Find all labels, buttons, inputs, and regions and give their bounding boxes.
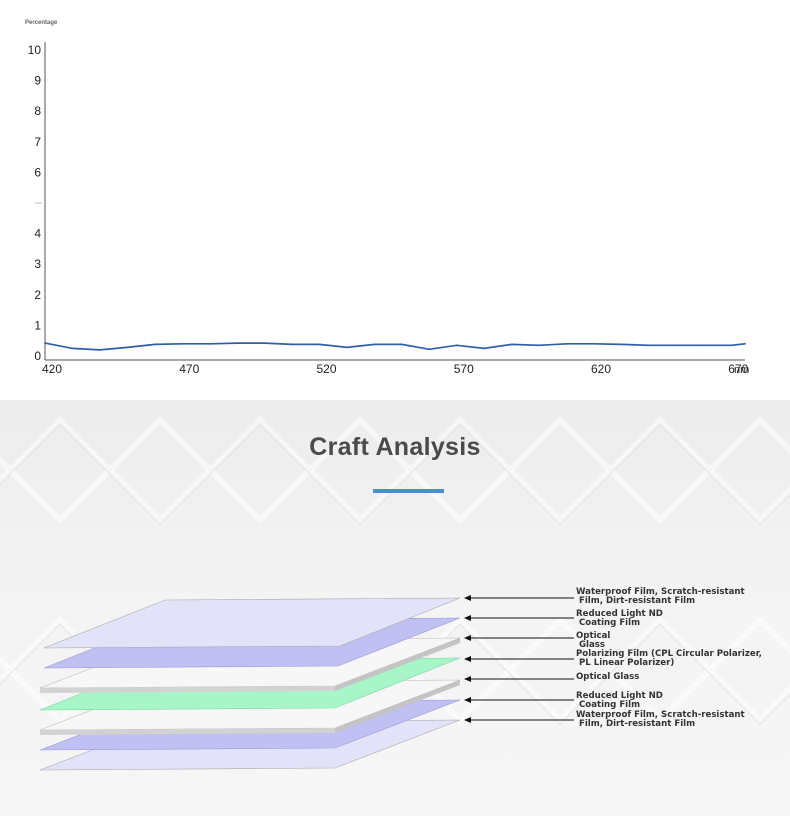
y-tick-label: 6: [34, 165, 41, 179]
series-points: [44, 342, 746, 351]
label-nd-bottom: Reduced Light ND Coating Film: [576, 691, 663, 710]
x-tick-label: 570: [454, 362, 474, 376]
data-point: [401, 343, 403, 346]
y-tick-label: 0: [34, 349, 41, 363]
data-point: [181, 342, 184, 345]
label-arrows: [464, 595, 574, 723]
y-tick-label: 3: [34, 257, 41, 271]
data-point: [428, 348, 431, 351]
data-point: [153, 343, 156, 346]
layer-top-waterproof: [43, 597, 461, 649]
data-point: [99, 349, 101, 351]
y-tick-label: 10: [28, 43, 42, 57]
data-point: [510, 343, 513, 346]
label-glass-bottom: Optical Glass: [576, 672, 640, 682]
data-point: [538, 344, 540, 347]
data-point: [263, 342, 266, 344]
label-nd-top: Reduced Light ND Coating Film: [576, 609, 663, 628]
data-point: [71, 347, 74, 350]
x-tick-label: 520: [316, 362, 336, 376]
spectrum-chart: Percentage 0 1 2 3 4 6 7 8 9 10 420 470 520 570 620 67…: [0, 0, 790, 400]
data-point: [236, 342, 239, 344]
data-point: [126, 346, 129, 349]
label-waterproof-bottom: Waterproof Film, Scratch-resistant Film,…: [576, 710, 745, 729]
data-point: [318, 343, 321, 346]
data-point: [208, 342, 211, 345]
data-point: [565, 342, 568, 345]
y-tick-label: 8: [34, 104, 41, 118]
data-point: [730, 344, 733, 347]
y-tick-label: 1: [34, 318, 41, 332]
data-point: [346, 346, 348, 349]
y-tick-label: 9: [34, 74, 41, 88]
chart-canvas: Percentage 0 1 2 3 4 6 7 8 9 10 420 470 520 570 620 67…: [25, 20, 749, 376]
y-tick-label: 7: [34, 135, 41, 149]
data-point: [702, 344, 705, 347]
x-tick-label: 420: [42, 362, 62, 376]
data-point: [675, 344, 678, 347]
craft-analysis-section: Craft Analysis: [0, 400, 790, 816]
data-point: [593, 342, 595, 345]
data-point: [455, 344, 458, 347]
data-point: [44, 342, 46, 344]
y-axis-label: Percentage: [25, 20, 58, 26]
y-tick-label: 4: [34, 227, 41, 241]
data-point: [483, 347, 486, 350]
y-tick-group: 0 1 2 3 4 6 7 8 9 10: [28, 43, 42, 363]
x-axis-unit: nm: [734, 364, 749, 376]
x-tick-label: 620: [591, 362, 611, 376]
data-point: [291, 343, 293, 346]
label-waterproof-top: Waterproof Film, Scratch-resistant Film,…: [576, 587, 745, 606]
x-tick-group: 420 470 520 570 620 670: [42, 362, 749, 376]
title-accent-bar: [373, 489, 444, 493]
data-point: [373, 343, 376, 346]
layer-stack-diagram: [39, 595, 574, 771]
data-point: [744, 342, 746, 345]
label-polarizing: Polarizing Film (CPL Circular Polarizer,…: [576, 649, 762, 668]
x-tick-label: 670: [728, 362, 748, 376]
x-tick-label: 470: [179, 362, 199, 376]
label-glass-top: Optical Glass: [576, 631, 611, 650]
y-tick-label: 2: [34, 288, 41, 302]
series-line: [44, 342, 746, 351]
data-point: [620, 343, 623, 346]
data-point: [648, 344, 650, 347]
craft-title: Craft Analysis: [309, 433, 481, 461]
